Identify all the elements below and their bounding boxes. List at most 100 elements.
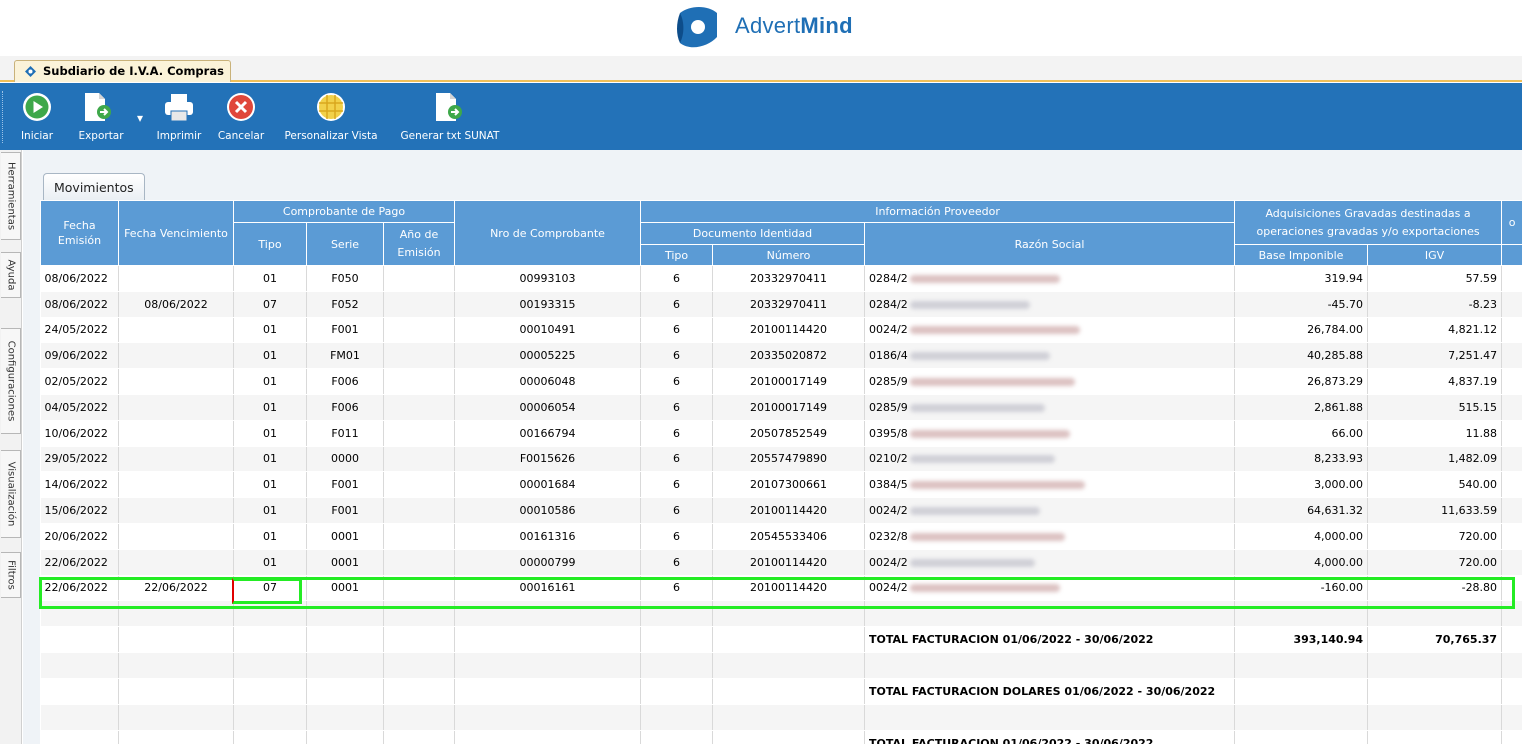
cell-anio-emision[interactable] [383, 549, 456, 576]
cell-fecha-emision[interactable]: 02/05/2022 [40, 368, 119, 395]
cell-doc-tipo[interactable]: 6 [640, 549, 714, 576]
cell-igv[interactable]: 11,633.59 [1367, 497, 1503, 524]
cell-fecha-emision[interactable]: 22/06/2022 [40, 549, 119, 576]
col-header-nro-comprobante[interactable]: Nro de Comprobante [454, 200, 642, 266]
cell-fecha-emision[interactable]: 09/06/2022 [40, 342, 119, 370]
cell-doc-tipo[interactable]: 6 [640, 523, 714, 550]
cell-doc-tipo[interactable]: 6 [640, 368, 714, 395]
cell-tipo[interactable]: 01 [233, 446, 307, 473]
cell-doc-tipo[interactable]: 6 [640, 497, 714, 524]
cell-fecha-vencimiento[interactable] [118, 471, 234, 499]
cell-doc-numero[interactable]: 20507852549 [712, 420, 866, 447]
cell-fecha-vencimiento[interactable] [118, 265, 234, 292]
cell-doc-tipo[interactable]: 6 [640, 394, 714, 421]
cell-serie[interactable]: FM01 [306, 342, 384, 370]
cell-igv[interactable]: 515.15 [1367, 394, 1503, 421]
cell-igv[interactable]: 720.00 [1367, 549, 1503, 576]
cell-doc-tipo[interactable]: 6 [640, 471, 714, 499]
table-row[interactable]: 02/05/2022 01 F006 00006048 6 20100017149 0285… [40, 368, 1522, 395]
generar-txt-sunat-button[interactable]: Generar txt SUNAT [394, 89, 506, 147]
cell-doc-tipo[interactable]: 6 [640, 291, 714, 318]
cell-anio-emision[interactable] [383, 471, 456, 499]
cell-base-imponible[interactable]: -160.00 [1234, 575, 1369, 602]
tab-subdiario-iva-compras[interactable]: Subdiario de I.V.A. Compras [14, 60, 231, 82]
cell-doc-tipo[interactable]: 6 [640, 342, 714, 370]
cell-base-imponible[interactable]: 26,873.29 [1234, 368, 1369, 395]
cell-fecha-vencimiento[interactable] [118, 497, 234, 524]
cell-base-imponible[interactable]: 40,285.88 [1234, 342, 1369, 370]
cell-base-imponible[interactable]: 26,784.00 [1234, 317, 1369, 344]
cell-tipo[interactable]: 01 [233, 420, 307, 447]
cell-nro-comprobante[interactable]: 00005225 [454, 342, 642, 370]
cell-igv[interactable]: 4,821.12 [1367, 317, 1503, 344]
cell-fecha-vencimiento[interactable] [118, 368, 234, 395]
cell-base-imponible[interactable]: 319.94 [1234, 265, 1369, 292]
cell-tipo[interactable]: 01 [233, 549, 307, 576]
exportar-button[interactable]: Exportar [69, 89, 133, 147]
table-row[interactable]: 22/06/2022 01 0001 00000799 6 20100114420 0024… [40, 549, 1522, 576]
col-header-fecha-emision[interactable]: Fecha Emisión [40, 200, 119, 266]
cell-fecha-emision[interactable]: 20/06/2022 [40, 523, 119, 550]
cell-doc-tipo[interactable]: 6 [640, 265, 714, 292]
cell-anio-emision[interactable] [383, 446, 456, 473]
col-header-fecha-vencimiento[interactable]: Fecha Vencimiento [118, 200, 234, 266]
tab-movimientos[interactable]: Movimientos [43, 173, 145, 201]
col-header-anio-emision[interactable]: Año de Emisión [382, 222, 456, 266]
cell-doc-numero[interactable]: 20557479890 [712, 446, 866, 473]
cell-doc-numero[interactable]: 20100114420 [712, 317, 866, 344]
cell-anio-emision[interactable] [383, 368, 456, 395]
cell-tipo[interactable]: 01 [233, 265, 307, 292]
cell-nro-comprobante[interactable]: 00006054 [454, 394, 642, 421]
cell-tipo[interactable]: 07 [233, 291, 307, 318]
cell-anio-emision[interactable] [383, 265, 456, 292]
personalizar-vista-button[interactable]: Personalizar Vista [277, 89, 385, 147]
side-tab-herramientas[interactable]: Herramientas [1, 152, 21, 240]
cell-anio-emision[interactable] [383, 497, 456, 524]
cell-nro-comprobante[interactable]: 00016161 [454, 575, 642, 602]
table-row[interactable]: 08/06/2022 08/06/2022 07 F052 00193315 6 20332… [40, 291, 1522, 318]
side-tab-ayuda[interactable]: Ayuda [1, 252, 21, 298]
cell-doc-numero[interactable]: 20100114420 [712, 549, 866, 576]
cell-fecha-emision[interactable]: 14/06/2022 [40, 471, 119, 499]
cell-igv[interactable]: -8.23 [1367, 291, 1503, 318]
imprimir-button[interactable]: Imprimir [152, 89, 206, 147]
cell-razon-social[interactable]: 0285/9 [864, 368, 1236, 395]
cell-doc-tipo[interactable]: 6 [640, 317, 714, 344]
cell-base-imponible[interactable]: 66.00 [1234, 420, 1369, 447]
cell-tipo[interactable]: 07 [233, 575, 307, 602]
cell-nro-comprobante[interactable]: 00010491 [454, 317, 642, 344]
cell-fecha-vencimiento[interactable]: 22/06/2022 [118, 575, 234, 602]
cell-igv[interactable]: -28.80 [1367, 575, 1503, 602]
iniciar-button[interactable]: Iniciar [16, 89, 58, 147]
cell-base-imponible[interactable]: 2,861.88 [1234, 394, 1369, 421]
cell-serie[interactable]: F006 [306, 368, 384, 395]
cell-serie[interactable]: 0000 [306, 446, 384, 473]
col-header-igv[interactable]: IGV [1367, 244, 1503, 266]
cell-fecha-vencimiento[interactable] [118, 523, 234, 550]
cell-razon-social[interactable]: 0024/2 [864, 317, 1236, 344]
table-row[interactable]: 08/06/2022 01 F050 00993103 6 20332970411 0284… [40, 265, 1522, 292]
exportar-dropdown-icon[interactable]: ▾ [137, 111, 144, 125]
cell-fecha-emision[interactable]: 15/06/2022 [40, 497, 119, 524]
cell-base-imponible[interactable]: 3,000.00 [1234, 471, 1369, 499]
cell-razon-social[interactable]: 0186/4 [864, 342, 1236, 370]
cell-tipo[interactable]: 01 [233, 497, 307, 524]
cell-fecha-vencimiento[interactable] [118, 446, 234, 473]
col-header-tipo[interactable]: Tipo [233, 222, 307, 266]
cell-fecha-vencimiento[interactable] [118, 317, 234, 344]
cell-base-imponible[interactable]: 64,631.32 [1234, 497, 1369, 524]
cell-doc-tipo[interactable]: 6 [640, 575, 714, 602]
side-tab-filtros[interactable]: Filtros [1, 552, 21, 598]
cell-nro-comprobante[interactable]: 00193315 [454, 291, 642, 318]
cell-razon-social[interactable]: 0210/2 [864, 446, 1236, 473]
cell-serie[interactable]: 0001 [306, 549, 384, 576]
cell-serie[interactable]: F011 [306, 420, 384, 447]
cell-base-imponible[interactable]: 8,233.93 [1234, 446, 1369, 473]
table-row[interactable]: 29/05/2022 01 0000 F0015626 6 20557479890 0210… [40, 446, 1522, 473]
cell-nro-comprobante[interactable]: 00000799 [454, 549, 642, 576]
cell-nro-comprobante[interactable]: 00010586 [454, 497, 642, 524]
cell-doc-numero[interactable]: 20545533406 [712, 523, 866, 550]
col-header-serie[interactable]: Serie [306, 222, 384, 266]
cell-razon-social[interactable]: 0024/2 [864, 549, 1236, 576]
table-row[interactable]: 22/06/2022 22/06/2022 07 0001 00016161 6 20100… [40, 575, 1522, 602]
